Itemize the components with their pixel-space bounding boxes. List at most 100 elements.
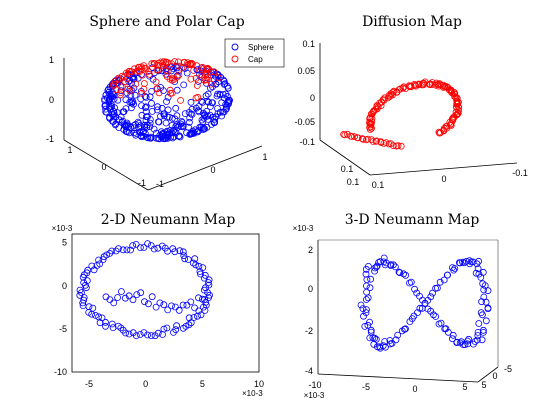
neumann2d-point (185, 314, 193, 322)
neumann2d-point (191, 255, 199, 263)
sphere-point (208, 99, 216, 106)
z-tick-label: 2 (308, 245, 313, 255)
panel-title: 2-D Neumann Map (101, 212, 236, 228)
sphere-point (138, 111, 146, 119)
sphere-point (154, 103, 161, 111)
cap-point (214, 74, 222, 82)
neumann2d-point (197, 311, 205, 319)
neumann2d-point (201, 306, 209, 314)
sphere-point (107, 106, 114, 113)
cap-point (158, 59, 166, 67)
neumann3d-point (362, 296, 370, 303)
y-axis-line (147, 145, 263, 191)
x-tick-label: 5 (200, 379, 205, 389)
neumann3d-point (477, 273, 485, 281)
neumann2d-point (98, 314, 106, 322)
neumann3d-point (433, 284, 441, 292)
neumann2d-point (108, 247, 116, 255)
z-tick-label: -0.05 (294, 117, 315, 127)
neumann3d-point (411, 285, 419, 293)
neumann2d-point (100, 253, 108, 261)
legend: Sphere Cap (224, 38, 285, 68)
neumann2d-point (160, 325, 168, 333)
y-tick-label: 5 (62, 238, 67, 248)
sphere-point (146, 93, 154, 101)
sphere-point (120, 121, 128, 129)
x-ticks: -5 0 5 10 (85, 379, 264, 389)
neumann2d-point (200, 274, 208, 282)
neumann3d-point (457, 338, 465, 346)
neumann2d-point (205, 276, 213, 284)
sphere-point (223, 92, 231, 100)
cap-point (168, 89, 176, 97)
neumann3d-point (444, 328, 452, 336)
diffusion-point (394, 142, 402, 150)
diffusion-point (399, 84, 407, 92)
neumann3d-point (357, 301, 365, 309)
sphere-point (168, 122, 176, 129)
sphere-point (188, 105, 196, 113)
diffusion-point (368, 136, 375, 144)
sphere-point (130, 124, 138, 132)
neumann2d-point (204, 289, 212, 296)
neumann2d-point (112, 247, 120, 255)
neumann2d-point (191, 304, 199, 312)
diffusion-point (411, 81, 419, 89)
cap-point (202, 69, 210, 77)
neumann3d-point (371, 264, 379, 272)
neumann2d-point (201, 271, 209, 279)
neumann2d-point (199, 264, 207, 272)
diffusion-point (415, 81, 423, 89)
sphere-point (219, 91, 227, 98)
z-multiplier: ×10-3 (293, 224, 314, 233)
sphere-point (142, 108, 150, 115)
y-tick-label: -5 (504, 364, 512, 374)
sphere-point (188, 111, 196, 118)
sphere-point (146, 123, 154, 130)
neumann3d-point (364, 294, 372, 302)
z-tick-label: 0.05 (297, 66, 315, 76)
neumann3d-point (472, 269, 480, 277)
neumann2d-point (79, 299, 87, 307)
neumann3d-point (474, 265, 482, 273)
neumann3d-point (479, 328, 487, 336)
z-tick-label: 0 (310, 93, 315, 103)
sphere-point (168, 115, 176, 122)
neumann3d-point (413, 289, 421, 297)
neumann3d-point (474, 328, 482, 336)
diffusion-point (407, 83, 415, 91)
y-axis-line (369, 162, 518, 176)
neumann2d-point (144, 300, 152, 308)
neumann2d-point (88, 262, 96, 270)
sphere-point (220, 108, 228, 116)
neumann2d-point (133, 291, 141, 299)
neumann2d-point (141, 298, 148, 306)
z-tick-label: -4 (305, 366, 313, 376)
neumann2d-point (99, 256, 107, 264)
neumann2d-point (136, 331, 144, 338)
neumann3d-point (465, 257, 473, 265)
neumann2d-point (204, 279, 212, 286)
sphere-point (181, 110, 189, 117)
neumann2d-point (88, 310, 96, 318)
sphere-point (124, 128, 131, 136)
sphere-point (163, 133, 171, 141)
diffusion-point (440, 84, 447, 91)
sphere-point (142, 103, 150, 111)
sphere-point (180, 81, 188, 89)
neumann3d-point (440, 276, 448, 284)
x-tick-label: 0 (412, 384, 417, 394)
cap-point (168, 77, 176, 84)
neumann3d-point (402, 325, 409, 333)
neumann2d-point (119, 246, 127, 254)
neumann2d-point (198, 295, 206, 303)
neumann2d-point (185, 321, 193, 329)
neumann2d-point (92, 311, 99, 319)
cap-point (193, 82, 201, 89)
cap-point (145, 67, 152, 75)
x-tick-label: 0 (441, 174, 446, 184)
neumann2d-point (164, 306, 172, 314)
cap-point (132, 80, 140, 88)
neumann3d-point (388, 339, 396, 347)
neumann3d-point (381, 343, 389, 351)
